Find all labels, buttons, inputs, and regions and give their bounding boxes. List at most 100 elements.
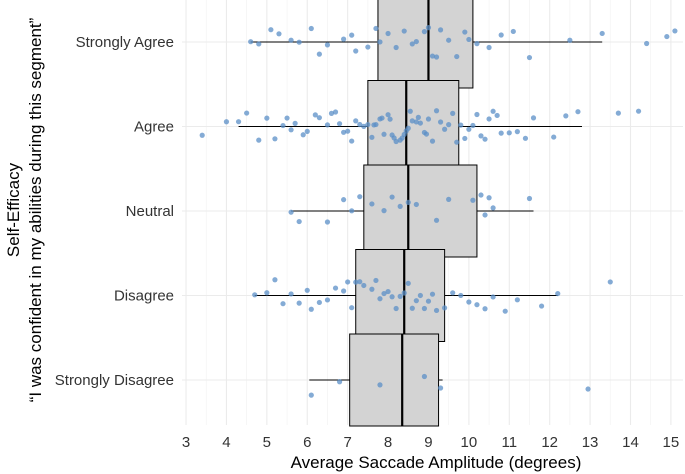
data-point bbox=[442, 126, 448, 132]
data-point bbox=[664, 33, 670, 40]
data-point bbox=[349, 208, 355, 214]
data-point bbox=[413, 201, 419, 208]
data-point bbox=[405, 125, 411, 131]
data-point bbox=[474, 111, 480, 118]
data-point bbox=[405, 199, 411, 205]
data-point bbox=[405, 280, 411, 286]
data-point bbox=[385, 112, 391, 118]
data-point bbox=[316, 51, 322, 57]
data-point bbox=[407, 108, 413, 114]
data-point bbox=[369, 201, 375, 207]
x-tick-label: 8 bbox=[384, 434, 392, 451]
data-point bbox=[369, 134, 375, 140]
x-tick-label: 6 bbox=[303, 434, 311, 451]
data-point bbox=[433, 217, 440, 223]
y-axis-title-group: Self-Efficacy “I was confident in my abi… bbox=[4, 17, 45, 402]
y-axis-title-line-2: “I was confident in my abilities during … bbox=[26, 17, 45, 402]
data-point bbox=[349, 138, 355, 144]
data-point bbox=[341, 197, 347, 203]
data-point bbox=[304, 128, 310, 134]
data-point bbox=[498, 32, 504, 38]
data-point bbox=[415, 114, 421, 120]
data-point bbox=[446, 196, 452, 202]
data-point bbox=[466, 299, 472, 305]
data-point bbox=[498, 130, 504, 136]
data-point bbox=[235, 119, 242, 125]
data-point bbox=[308, 306, 314, 312]
data-point bbox=[296, 300, 302, 306]
data-point bbox=[268, 27, 274, 33]
data-point bbox=[409, 118, 415, 124]
box-iqr bbox=[363, 164, 478, 258]
data-point bbox=[272, 136, 278, 142]
data-point bbox=[296, 39, 302, 45]
x-axis-title: Average Saccade Amplitude (degrees) bbox=[291, 453, 582, 472]
data-point bbox=[365, 121, 371, 128]
data-point bbox=[551, 134, 557, 140]
data-point bbox=[389, 194, 395, 200]
data-point bbox=[462, 29, 468, 35]
data-point bbox=[397, 203, 403, 209]
data-point bbox=[280, 301, 286, 307]
data-point bbox=[462, 135, 468, 142]
data-point bbox=[478, 133, 484, 139]
data-point bbox=[615, 110, 621, 116]
data-point bbox=[429, 53, 436, 59]
data-point bbox=[442, 305, 448, 311]
data-point bbox=[413, 298, 419, 304]
data-point bbox=[490, 294, 496, 300]
data-point bbox=[486, 195, 492, 201]
data-point bbox=[357, 279, 363, 285]
data-point bbox=[381, 131, 387, 137]
box-iqr bbox=[377, 0, 474, 89]
data-point bbox=[494, 112, 500, 119]
data-point bbox=[349, 32, 355, 38]
data-point bbox=[393, 138, 399, 145]
point-layer bbox=[199, 25, 678, 398]
data-point bbox=[401, 28, 407, 34]
x-tick-label: 3 bbox=[182, 434, 190, 451]
data-point bbox=[336, 121, 343, 127]
data-point bbox=[607, 279, 613, 285]
data-point bbox=[256, 137, 262, 143]
data-point bbox=[353, 48, 359, 54]
data-point bbox=[373, 277, 379, 284]
data-point bbox=[300, 132, 306, 138]
data-point bbox=[345, 279, 351, 285]
data-point bbox=[264, 115, 270, 121]
x-tick-label: 5 bbox=[263, 434, 271, 451]
data-point bbox=[514, 297, 520, 303]
data-point bbox=[361, 123, 367, 129]
data-point bbox=[486, 116, 492, 122]
data-point bbox=[433, 307, 440, 314]
data-point bbox=[385, 288, 391, 295]
data-point bbox=[425, 116, 432, 122]
data-point bbox=[635, 108, 642, 114]
data-point bbox=[450, 290, 456, 296]
data-point bbox=[470, 122, 476, 129]
data-point bbox=[308, 392, 314, 398]
data-point bbox=[413, 38, 419, 45]
data-point bbox=[357, 194, 363, 200]
data-point bbox=[429, 138, 436, 144]
data-point bbox=[324, 219, 331, 225]
data-point bbox=[373, 121, 379, 128]
data-point bbox=[423, 131, 430, 137]
data-point bbox=[385, 30, 391, 37]
data-point bbox=[280, 122, 286, 129]
data-point bbox=[244, 110, 250, 116]
data-point bbox=[466, 126, 472, 132]
data-point bbox=[425, 298, 432, 304]
data-point bbox=[563, 113, 569, 119]
data-point bbox=[486, 44, 492, 51]
data-point bbox=[284, 115, 290, 121]
data-point bbox=[328, 110, 335, 116]
data-point bbox=[369, 286, 375, 292]
data-point bbox=[482, 212, 488, 218]
box-iqr bbox=[349, 333, 440, 427]
data-point bbox=[466, 36, 472, 43]
data-point bbox=[421, 373, 428, 380]
data-point bbox=[252, 292, 258, 298]
data-point bbox=[538, 303, 545, 309]
data-point bbox=[288, 37, 294, 43]
